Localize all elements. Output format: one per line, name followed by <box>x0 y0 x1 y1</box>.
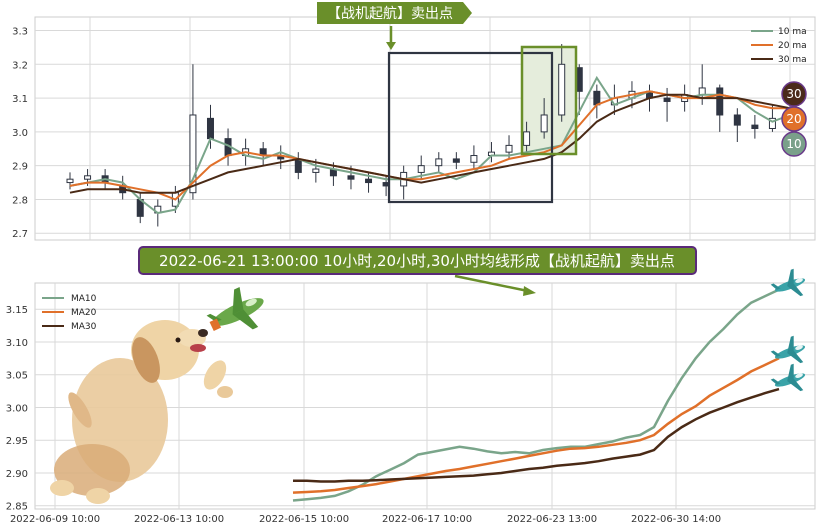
top-y-axis: 2.7 2.8 2.9 3.0 3.1 3.2 3.3 <box>12 27 28 241</box>
bottom-x-tick-label: 2022-06-23 13:00 <box>507 514 597 525</box>
legend-label-20ma: 20 ma <box>778 41 807 51</box>
bottom-x-tick-label: 2022-06-13 10:00 <box>134 514 224 525</box>
bottom-ma30-line <box>293 387 780 483</box>
bottom-y-axis: 2.85 2.90 2.95 3.00 3.05 3.10 3.15 <box>6 305 28 513</box>
bottom-y-tick-label: 2.85 <box>6 502 28 513</box>
bottom-ma10-line <box>292 288 780 502</box>
candle-body <box>452 158 460 163</box>
candle-body <box>347 175 355 180</box>
candle-body <box>365 178 373 184</box>
bottom-x-tick-label: 2022-06-30 14:00 <box>631 514 721 525</box>
airplane-icon <box>770 335 806 364</box>
signal-banner-box <box>138 246 697 275</box>
legend-label-ma30: MA30 <box>71 322 97 332</box>
top-y-tick-label: 3.2 <box>12 60 28 71</box>
candle-body <box>768 117 776 130</box>
candle-body <box>84 175 92 180</box>
legend-label-ma20: MA20 <box>71 308 97 318</box>
banner-pointer-line <box>454 274 529 293</box>
badge-10 <box>781 131 807 157</box>
airplane-icon <box>770 363 806 392</box>
top-y-tick-label: 2.8 <box>12 195 28 206</box>
bottom-y-tick-label: 2.95 <box>6 436 28 447</box>
callout-down-arrow-head <box>386 42 396 50</box>
signal-banner: 2022-06-21 13:00:00 10小时,20小时,30小时均线形成【战… <box>138 246 697 296</box>
top-ma30-line <box>69 93 791 194</box>
bottom-x-tick-label: 2022-06-09 10:00 <box>10 514 100 525</box>
top-y-tick-label: 2.7 <box>12 229 28 240</box>
candle-body <box>716 87 724 116</box>
top-signal-callout: 【战机起航】卖出点 <box>317 2 472 50</box>
legend-label-30ma: 30 ma <box>778 55 807 65</box>
top-y-tick-label: 3.0 <box>12 128 28 139</box>
badge-10-label: 10 <box>786 137 801 151</box>
candle-body <box>66 178 74 184</box>
candle-body <box>751 124 759 130</box>
candle-body <box>540 114 548 133</box>
top-legend: 10 ma 20 ma 30 ma <box>751 27 807 65</box>
candle-body <box>593 90 601 106</box>
top-y-tick-label: 2.9 <box>12 162 28 173</box>
bottom-x-tick-label: 2022-06-15 10:00 <box>259 514 349 525</box>
badge-30 <box>781 81 807 107</box>
top-y-tick-label: 3.1 <box>12 94 28 105</box>
badge-20 <box>781 106 807 132</box>
top-chart: 2.7 2.8 2.9 3.0 3.1 3.2 3.3 【战机起航】卖出点 10 ma 20… <box>12 2 816 241</box>
candle-body <box>698 87 706 96</box>
candle-body <box>417 165 425 173</box>
candle-body <box>733 114 741 126</box>
consolidation-box <box>387 51 554 204</box>
top-callout-arrow-shape <box>317 2 472 24</box>
bottom-chart: 2.85 2.90 2.95 3.00 3.05 3.10 3.15 2022-06-09 … <box>6 246 816 525</box>
bottom-y-tick-label: 3.15 <box>6 305 28 316</box>
candle-body <box>294 158 302 173</box>
badge-20-label: 20 <box>786 112 801 126</box>
bottom-x-tick-label: 2022-06-17 10:00 <box>382 514 472 525</box>
banner-pointer-head <box>523 286 536 296</box>
top-plot-area <box>34 16 816 241</box>
bottom-y-tick-label: 3.00 <box>6 403 28 414</box>
legend-label-ma10: MA10 <box>71 294 97 304</box>
top-ma-lines <box>69 75 791 215</box>
bottom-y-tick-label: 3.10 <box>6 338 28 349</box>
candle-body <box>505 144 513 153</box>
signal-banner-text: 2022-06-21 13:00:00 10小时,20小时,30小时均线形成【战… <box>159 252 675 270</box>
candle-body <box>435 158 443 167</box>
signal-highlight-box <box>520 45 578 156</box>
bottom-x-axis: 2022-06-09 10:00 2022-06-13 10:00 2022-06-… <box>10 514 721 525</box>
bottom-y-tick-label: 3.05 <box>6 371 28 382</box>
candle-body <box>523 131 531 146</box>
candle-body <box>663 97 671 102</box>
top-callout-label: 【战机起航】卖出点 <box>327 6 453 22</box>
bottom-legend: MA10 MA20 MA30 <box>42 294 97 332</box>
candle-body <box>189 114 197 194</box>
dog-illustration-icon <box>50 320 233 504</box>
top-y-tick-label: 3.3 <box>12 27 28 38</box>
toy-airplane-icon <box>206 286 264 332</box>
candle-body <box>470 155 478 163</box>
bottom-ma20-line <box>292 357 780 494</box>
ma-badges: 30 20 10 <box>781 81 807 157</box>
candle-body <box>312 168 320 173</box>
badge-30-label: 30 <box>786 87 801 101</box>
candle-body <box>206 117 214 140</box>
bottom-y-tick-label: 2.90 <box>6 469 28 480</box>
bottom-ma-lines <box>292 288 780 502</box>
legend-label-10ma: 10 ma <box>778 27 807 37</box>
airplane-icon <box>770 268 806 297</box>
candle-body <box>558 63 566 116</box>
